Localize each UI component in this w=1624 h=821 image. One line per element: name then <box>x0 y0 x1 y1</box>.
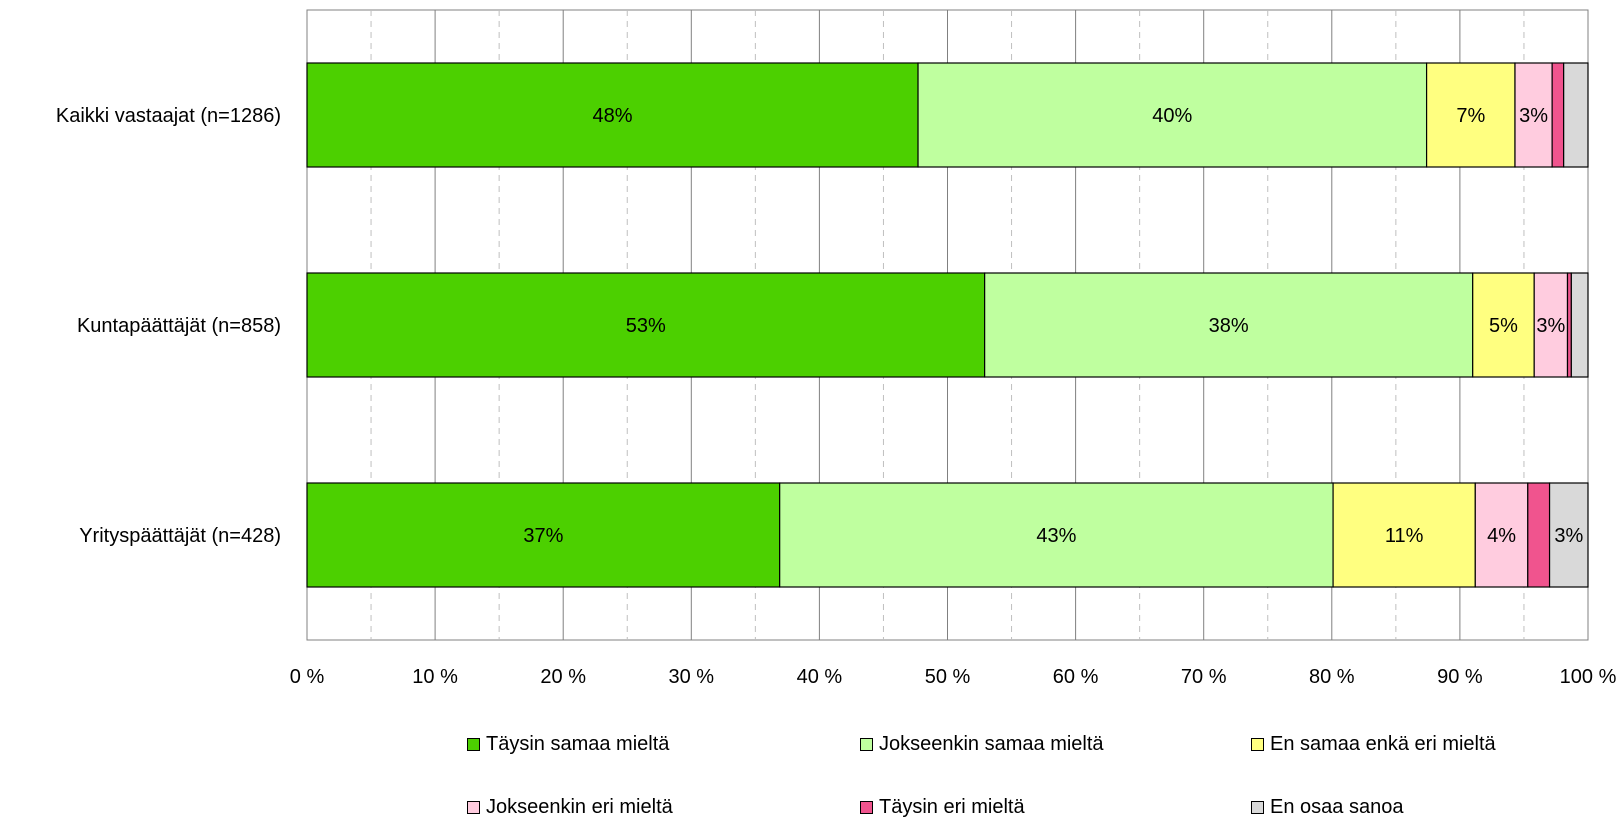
x-tick-label: 50 % <box>925 666 971 688</box>
bar-segment <box>984 272 1474 378</box>
bar-segment <box>1472 272 1535 378</box>
data-label: 43% <box>1036 525 1076 547</box>
bar-segment <box>1527 482 1551 588</box>
x-tick-label: 0 % <box>290 666 325 688</box>
bar-segment <box>1514 62 1553 168</box>
bar-segment <box>779 482 1334 588</box>
bar-segment <box>306 62 919 168</box>
data-label: 48% <box>593 105 633 127</box>
x-tick-label: 40 % <box>797 666 843 688</box>
x-tick-label: 100 % <box>1560 666 1617 688</box>
bar-segment <box>1474 482 1529 588</box>
bar-segment <box>306 272 986 378</box>
category-label: Kaikki vastaajat (n=1286) <box>56 105 281 127</box>
bar-segment <box>1570 272 1589 378</box>
bar-segment <box>306 482 781 588</box>
bar-segment <box>1551 62 1565 168</box>
x-tick-label: 80 % <box>1309 666 1355 688</box>
data-label: 7% <box>1456 105 1485 127</box>
bar-segment <box>917 62 1428 168</box>
x-tick-label: 10 % <box>412 666 458 688</box>
bar-segment <box>1425 62 1516 168</box>
data-label: 11% <box>1385 525 1424 547</box>
bar-segment <box>1563 62 1589 168</box>
data-label: 53% <box>626 315 666 337</box>
data-label: 3% <box>1519 105 1548 127</box>
data-label: 3% <box>1536 315 1565 337</box>
data-label: 37% <box>523 525 563 547</box>
bar-segment <box>1332 482 1476 588</box>
data-label: 4% <box>1487 525 1516 547</box>
data-label: 38% <box>1209 315 1249 337</box>
x-tick-label: 90 % <box>1437 666 1483 688</box>
bar-segment <box>1533 272 1569 378</box>
x-tick-label: 70 % <box>1181 666 1227 688</box>
data-label: 3% <box>1554 525 1583 547</box>
category-label: Kuntapäättäjät (n=858) <box>77 315 281 337</box>
bar-segment <box>1548 482 1589 588</box>
x-tick-label: 20 % <box>540 666 586 688</box>
category-label: Yrityspäättäjät (n=428) <box>79 525 281 547</box>
x-tick-label: 60 % <box>1053 666 1099 688</box>
data-label: 40% <box>1152 105 1192 127</box>
data-label: 5% <box>1489 315 1518 337</box>
x-tick-label: 30 % <box>669 666 715 688</box>
